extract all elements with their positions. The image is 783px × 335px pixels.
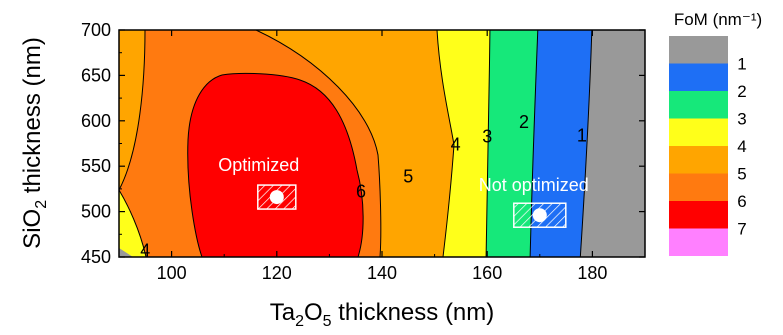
legend-title: FoM (nm⁻¹)	[674, 10, 762, 29]
contour-label: 2	[519, 112, 529, 132]
legend-swatch	[669, 201, 728, 229]
band-left-corner-low	[119, 248, 133, 257]
y-axis: 450 500 550 600 650 700	[81, 20, 645, 267]
optimized-label: Optimized	[218, 155, 299, 175]
legend-swatch	[669, 146, 728, 174]
legend-label: 5	[737, 165, 746, 184]
legend-label: 3	[737, 110, 746, 129]
legend-label: 1	[737, 55, 746, 74]
optimized-marker-dot	[269, 190, 284, 205]
legend-label: 7	[737, 220, 746, 239]
x-tick-label: 140	[367, 263, 397, 283]
band-left-corner	[119, 190, 146, 257]
not-optimized-marker-dot	[532, 208, 547, 223]
contour-labels: 1 2 3 4 5 6 4	[140, 112, 587, 261]
legend-swatch	[669, 118, 728, 146]
contour-regions	[119, 30, 645, 257]
contour-label: 4	[140, 241, 150, 261]
legend-swatch	[669, 91, 728, 119]
y-tick-label: 650	[81, 65, 111, 85]
legend-swatch	[669, 36, 728, 64]
legend-swatch	[669, 173, 728, 201]
y-tick-label: 500	[81, 202, 111, 222]
legend-label: 2	[737, 82, 746, 101]
legend-swatch	[669, 228, 728, 256]
contour-label: 5	[403, 166, 413, 186]
x-tick-label: 180	[577, 263, 607, 283]
contour-label: 6	[356, 182, 366, 202]
legend-swatch	[669, 63, 728, 91]
y-tick-label: 450	[81, 247, 111, 267]
y-axis-title: SiO2 thickness (nm)	[19, 37, 50, 249]
band-level-7	[187, 73, 364, 257]
legend-label: 4	[737, 137, 746, 156]
contour-label: 1	[577, 125, 587, 145]
y-tick-label: 550	[81, 156, 111, 176]
x-tick-label: 120	[262, 263, 292, 283]
y-tick-label: 600	[81, 111, 111, 131]
not-optimized-label: Not optimized	[479, 175, 589, 195]
x-axis: 100 120 140 160 180	[118, 30, 646, 283]
contour-label: 4	[451, 135, 461, 155]
contour-lines	[119, 30, 593, 257]
x-tick-label: 100	[157, 263, 187, 283]
legend-label: 6	[737, 192, 746, 211]
x-tick-label: 160	[472, 263, 502, 283]
x-axis-title: Ta2O5 thickness (nm)	[270, 299, 495, 330]
legend: 1 2 3 4 5 6 7	[669, 36, 747, 256]
contour-label: 3	[482, 126, 492, 146]
y-tick-label: 700	[81, 20, 111, 40]
annotations: Optimized Not optimized	[218, 155, 589, 228]
